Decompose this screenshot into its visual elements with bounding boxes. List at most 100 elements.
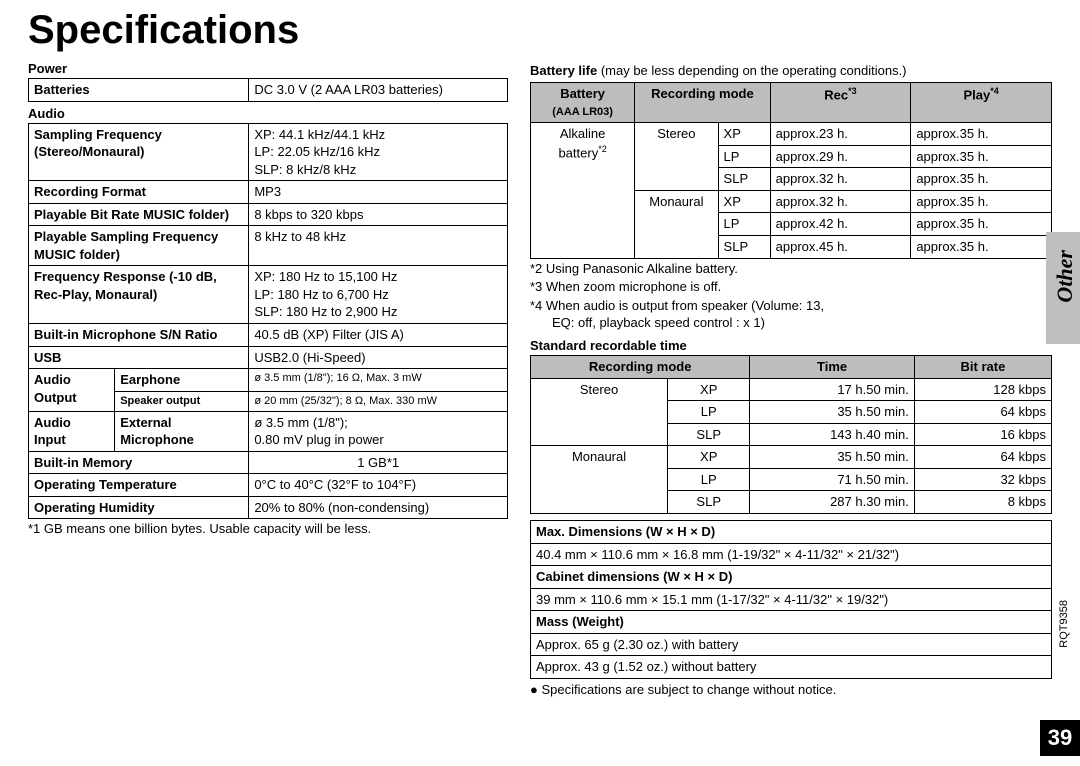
rec-cell: approx.23 h. [770,123,911,146]
spec-label: Built-in Memory [29,451,249,474]
time-cell: 143 h.40 min. [750,423,915,446]
spec-value: 8 kHz to 48 kHz [249,226,508,266]
footnote: *2 Using Panasonic Alkaline battery. [530,261,1052,278]
mode-cell: XP [718,190,770,213]
spec-label: AudioInput [29,411,115,451]
mode-cell: XP [718,123,770,146]
table-row: Alkalinebattery*2StereoXPapprox.23 h.app… [531,123,1052,146]
table-row: MonauralXP35 h.50 min.64 kbps [531,446,1052,469]
play-cell: approx.35 h. [911,213,1052,236]
play-cell: approx.35 h. [911,123,1052,146]
mode-cell: LP [668,468,750,491]
time-cell: 287 h.30 min. [750,491,915,514]
table-header-row: Recording mode Time Bit rate [531,356,1052,379]
table-row: Built-in Memory 1 GB*1 [29,451,508,474]
play-cell: approx.35 h. [911,168,1052,191]
mode-group: Monaural [635,190,718,258]
time-cell: 17 h.50 min. [750,378,915,401]
play-cell: approx.35 h. [911,145,1052,168]
table-row: Operating Humidity 20% to 80% (non-conde… [29,496,508,519]
table-row: Built-in Microphone S/N Ratio40.5 dB (XP… [29,324,508,347]
col-header: Rec*3 [770,82,911,122]
change-note: ● Specifications are subject to change w… [530,682,1052,699]
mode-cell: LP [718,145,770,168]
spec-value: MP3 [249,181,508,204]
table-row: Recording FormatMP3 [29,181,508,204]
mode-cell: SLP [718,236,770,259]
table-row: Sampling Frequency (Stereo/Monaural)XP: … [29,123,508,181]
spec-label: Mass (Weight) [531,611,1052,634]
battery-note: Battery life (may be less depending on t… [530,63,1052,80]
time-cell: 35 h.50 min. [750,446,915,469]
dimensions-table: Max. Dimensions (W × H × D) 40.4 mm × 11… [530,520,1052,679]
doc-code: RQT9358 [1058,600,1070,648]
rate-cell: 16 kbps [914,423,1051,446]
spec-label: Built-in Microphone S/N Ratio [29,324,249,347]
mode-cell: SLP [718,168,770,191]
rate-cell: 64 kbps [914,401,1051,424]
spec-label: Recording Format [29,181,249,204]
right-column: Battery life (may be less depending on t… [530,61,1052,701]
table-row: USBUSB2.0 (Hi-Speed) [29,346,508,369]
spec-value: ø 3.5 mm (1/8");0.80 mV plug in power [249,411,508,451]
footnote: *1 GB means one billion bytes. Usable ca… [28,521,508,538]
table-row: Playable Bit Rate MUSIC folder)8 kbps to… [29,203,508,226]
side-label: Other [1052,250,1078,303]
spec-label: Frequency Response (-10 dB, Rec-Play, Mo… [29,266,249,324]
mode-group: Monaural [531,446,668,514]
audio-table: Sampling Frequency (Stereo/Monaural)XP: … [28,123,508,370]
col-header: Time [750,356,915,379]
table-row: Frequency Response (-10 dB, Rec-Play, Mo… [29,266,508,324]
mode-group: Stereo [531,378,668,446]
col-header: Battery(AAA LR03) [531,82,635,122]
rate-cell: 128 kbps [914,378,1051,401]
footnote: *3 When zoom microphone is off. [530,279,1052,296]
spec-value: ø 3.5 mm (1/8"); 16 Ω, Max. 3 mW [249,369,508,392]
spec-value: 8 kbps to 320 kbps [249,203,508,226]
footnotes: *2 Using Panasonic Alkaline battery.*3 W… [530,261,1052,333]
spec-label: Cabinet dimensions (W × H × D) [531,566,1052,589]
spec-value: XP: 180 Hz to 15,100 HzLP: 180 Hz to 6,7… [249,266,508,324]
spec-value: 39 mm × 110.6 mm × 15.1 mm (1-17/32" × 4… [531,588,1052,611]
spec-value: XP: 44.1 kHz/44.1 kHzLP: 22.05 kHz/16 kH… [249,123,508,181]
spec-value: ø 20 mm (25/32"); 8 Ω, Max. 330 mW [249,391,508,411]
spec-value: DC 3.0 V (2 AAA LR03 batteries) [249,79,508,102]
spec-value: Approx. 43 g (1.52 oz.) without battery [531,656,1052,679]
mode-group: Stereo [635,123,718,191]
table-row: AudioInput ExternalMicrophone ø 3.5 mm (… [29,411,508,451]
mode-cell: XP [668,446,750,469]
recordable-header: Standard recordable time [530,338,1052,353]
spec-value: 0°C to 40°C (32°F to 104°F) [249,474,508,497]
col-header: Play*4 [911,82,1052,122]
spec-sublabel: ExternalMicrophone [115,411,249,451]
audio-header: Audio [28,106,508,121]
spec-label: AudioOutput [29,369,115,411]
spec-value: 1 GB*1 [249,451,508,474]
spec-label: Playable Bit Rate MUSIC folder) [29,203,249,226]
col-header: Recording mode [635,82,770,122]
play-cell: approx.35 h. [911,190,1052,213]
left-column: Power Batteries DC 3.0 V (2 AAA LR03 bat… [28,61,508,701]
page-number: 39 [1040,720,1080,756]
spec-label: Sampling Frequency (Stereo/Monaural) [29,123,249,181]
spec-label: Batteries [29,79,249,102]
rec-cell: approx.32 h. [770,190,911,213]
spec-value: 40.4 mm × 110.6 mm × 16.8 mm (1-19/32" ×… [531,543,1052,566]
time-cell: 71 h.50 min. [750,468,915,491]
table-header-row: Battery(AAA LR03) Recording mode Rec*3 P… [531,82,1052,122]
spec-value: 20% to 80% (non-condensing) [249,496,508,519]
audio-tail-table: Built-in Memory 1 GB*1 Operating Tempera… [28,451,508,520]
rate-cell: 64 kbps [914,446,1051,469]
spec-label: Playable Sampling Frequency MUSIC folder… [29,226,249,266]
battery-life-table: Battery(AAA LR03) Recording mode Rec*3 P… [530,82,1052,259]
time-cell: 35 h.50 min. [750,401,915,424]
rec-cell: approx.45 h. [770,236,911,259]
mode-cell: XP [668,378,750,401]
rec-cell: approx.29 h. [770,145,911,168]
power-header: Power [28,61,508,76]
table-row: Operating Temperature 0°C to 40°C (32°F … [29,474,508,497]
rate-cell: 32 kbps [914,468,1051,491]
col-header: Recording mode [531,356,750,379]
spec-label: Operating Humidity [29,496,249,519]
battery-group: Alkalinebattery*2 [531,123,635,258]
